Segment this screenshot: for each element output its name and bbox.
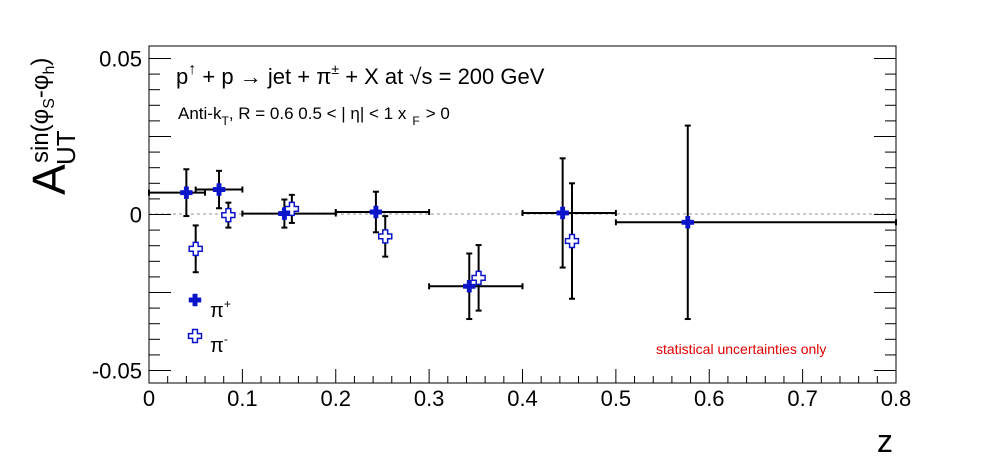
x-tick-label: 0 xyxy=(143,386,155,411)
data-point-pi-plus xyxy=(180,186,193,199)
data-markers xyxy=(180,183,695,293)
x-tick-label: 0.2 xyxy=(320,386,351,411)
y-axis-label: A UT sin(φS-φh) xyxy=(23,58,81,195)
kinematic-cuts: Anti-kT, R = 0.6 0.5 < | η| < 1 x F > 0 xyxy=(178,104,450,128)
data-point-pi-minus xyxy=(471,270,486,286)
legend-label-pi-minus: π- xyxy=(210,332,228,357)
svg-text:UT: UT xyxy=(51,130,81,165)
statistical-note: statistical uncertainties only xyxy=(656,341,826,357)
y-tick-labels: -0.05 0 0.05 xyxy=(92,46,142,383)
x-tick-label: 0.8 xyxy=(881,386,912,411)
x-tick-label: 0.7 xyxy=(787,386,818,411)
y-tick-label: 0 xyxy=(130,203,142,228)
svg-text:sin(φS-φh): sin(φS-φh) xyxy=(27,58,58,163)
data-point-pi-minus xyxy=(377,229,393,244)
data-point-pi-minus xyxy=(284,201,300,217)
data-point-pi-minus xyxy=(564,233,580,249)
data-point-pi-plus xyxy=(681,216,695,229)
y-tick-label: 0.05 xyxy=(99,46,142,71)
axis-ticks xyxy=(148,57,897,383)
x-tick-label: 0.6 xyxy=(694,386,725,411)
reaction-title: p↑ + p → jet + π± + X at √s = 200 GeV xyxy=(176,61,545,89)
legend-label-pi-plus: π+ xyxy=(210,297,231,322)
data-point-pi-plus xyxy=(463,280,476,293)
data-point-pi-minus xyxy=(188,241,203,257)
data-point-pi-plus xyxy=(212,183,226,196)
data-point-pi-plus xyxy=(369,205,383,219)
x-tick-labels: 0 0.1 0.2 0.3 0.4 0.5 0.6 0.7 0.8 xyxy=(143,386,911,411)
data-point-pi-plus xyxy=(556,206,569,220)
x-tick-label: 0.5 xyxy=(601,386,632,411)
svg-text:A: A xyxy=(23,164,75,195)
legend-marker-pi-minus xyxy=(187,328,203,344)
x-axis-label: z xyxy=(877,423,893,459)
error-bars xyxy=(148,124,897,321)
legend-open-cross xyxy=(187,328,203,344)
y-tick-label: -0.05 xyxy=(92,359,142,384)
legend: π+ π- xyxy=(187,293,231,357)
x-tick-label: 0.3 xyxy=(414,386,445,411)
x-tick-label: 0.1 xyxy=(227,386,258,411)
legend-filled-cross xyxy=(188,293,202,307)
data-point-pi-minus xyxy=(221,207,236,223)
legend-marker-pi-plus xyxy=(188,293,202,307)
x-tick-label: 0.4 xyxy=(507,386,538,411)
